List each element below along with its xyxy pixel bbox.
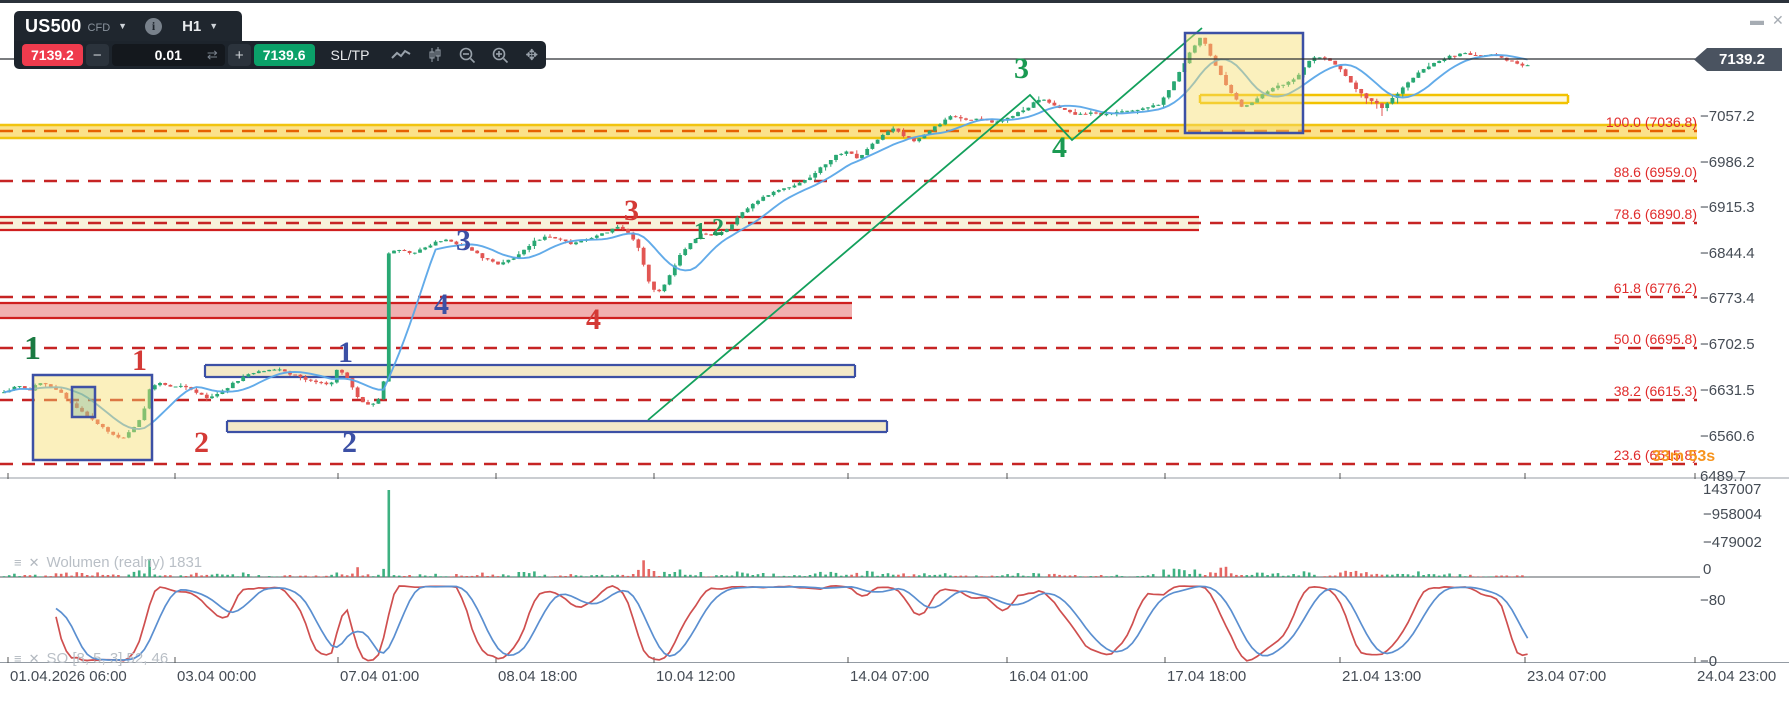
- fib-level-label: 23.6 (6515.8): [1613, 447, 1697, 463]
- fib-level-label: 88.6 (6959.0): [1613, 164, 1697, 180]
- wave-count-label: 4: [586, 303, 601, 336]
- time-axis-tick: 10.04 12:00: [656, 668, 736, 685]
- quantity-value: 0.01: [154, 47, 182, 63]
- line-chart-icon[interactable]: [391, 48, 411, 62]
- buy-price-button[interactable]: 7139.6: [253, 44, 315, 66]
- wave-count-label: 1: [24, 330, 41, 367]
- wave-count-label: 3: [1014, 52, 1029, 85]
- price-axis-tick: −6631.5: [1700, 382, 1755, 399]
- info-icon[interactable]: i: [145, 17, 163, 35]
- quantity-input[interactable]: 0.01 ⇄: [111, 44, 225, 66]
- instrument-type-label: CFD: [87, 21, 111, 34]
- wave-count-label: 2: [712, 215, 724, 241]
- volume-axis-tick: 1437007: [1703, 481, 1762, 498]
- wave-count-label: 3: [624, 194, 639, 227]
- stoch-indicator-label: ≡ ✕ SO [8, 5, 3] 52, 46: [14, 650, 168, 667]
- wave-count-label: 3: [456, 224, 471, 257]
- quantity-decrease-button[interactable]: −: [85, 44, 109, 66]
- fib-level-label: 50.0 (6695.8): [1613, 331, 1697, 347]
- minimize-icon[interactable]: ▬: [1750, 12, 1764, 28]
- stoch-axis-tick: −0: [1700, 653, 1718, 670]
- zoom-out-icon[interactable]: [459, 47, 476, 64]
- time-axis-tick: 16.04 01:00: [1009, 668, 1089, 685]
- instrument-toolbar: US500 CFD ▼ i H1 ▼: [14, 11, 242, 41]
- price-axis-tick: −6986.2: [1700, 154, 1755, 171]
- candlestick-chart-icon[interactable]: [427, 47, 443, 63]
- time-axis-tick: 01.04.2026 06:00: [10, 668, 127, 685]
- symbol-name: US500: [25, 15, 82, 36]
- price-axis-tick: −6844.4: [1700, 245, 1755, 262]
- candle-countdown-timer: 33m 53s: [1652, 448, 1716, 465]
- refresh-icon[interactable]: ⇄: [206, 47, 218, 62]
- volume-indicator-title: Wolumen (realny) 1831: [46, 554, 203, 571]
- remove-indicator-icon[interactable]: ✕: [28, 554, 40, 570]
- wave-count-label: 4: [1052, 131, 1067, 164]
- current-price-badge: 7139.2: [1694, 48, 1782, 71]
- order-toolbar: 7139.2 − 0.01 ⇄ + 7139.6 SL/TP ✥: [14, 41, 546, 69]
- price-axis-tick: −6702.5: [1700, 336, 1755, 353]
- wave-count-label: 1: [132, 344, 147, 377]
- time-axis-tick: 24.04 23:00: [1697, 668, 1777, 685]
- fib-level-label: 100.0 (7036.8): [1605, 114, 1697, 130]
- time-axis-tick: 03.04 00:00: [177, 668, 257, 685]
- pan-icon[interactable]: ✥: [525, 47, 539, 64]
- stoch-axis-tick: −80: [1700, 592, 1726, 609]
- price-axis-tick: −6560.6: [1700, 428, 1755, 445]
- volume-indicator-label: ≡ ✕ Wolumen (realny) 1831: [14, 554, 202, 571]
- time-axis-tick: 21.04 13:00: [1342, 668, 1422, 685]
- wave-count-label: 1: [338, 336, 353, 369]
- price-axis-tick: −6915.3: [1700, 199, 1755, 216]
- time-axis-tick: 14.04 07:00: [850, 668, 930, 685]
- fib-level-label: 78.6 (6890.8): [1613, 206, 1697, 222]
- symbol-dropdown-caret-icon[interactable]: ▼: [118, 21, 128, 31]
- zoom-in-icon[interactable]: [492, 47, 509, 64]
- price-axis-tick: 6489.7: [1700, 468, 1746, 485]
- sl-tp-button[interactable]: SL/TP: [330, 47, 370, 63]
- price-axis-tick: −6773.4: [1700, 290, 1755, 307]
- timeframe-dropdown-caret-icon[interactable]: ▼: [209, 21, 219, 31]
- volume-axis-tick: −479002: [1703, 534, 1762, 551]
- fib-level-label: 61.8 (6776.2): [1613, 280, 1697, 296]
- time-axis-tick: 17.04 18:00: [1167, 668, 1247, 685]
- price-axis-tick: −7057.2: [1700, 108, 1755, 125]
- stoch-indicator-title: SO [8, 5, 3] 52, 46: [46, 650, 169, 667]
- window-top-border: [0, 0, 1789, 3]
- sell-price-button[interactable]: 7139.2: [22, 44, 83, 66]
- timeframe-selector[interactable]: H1: [182, 17, 202, 35]
- wave-count-label: 1: [694, 219, 706, 245]
- time-axis-tick: 07.04 01:00: [340, 668, 420, 685]
- wave-count-label: 4: [434, 288, 449, 321]
- remove-indicator-icon[interactable]: ✕: [28, 650, 40, 666]
- close-icon[interactable]: ✕: [1772, 12, 1784, 28]
- fib-level-label: 38.2 (6615.3): [1613, 383, 1697, 399]
- wave-count-label: 2: [194, 426, 209, 459]
- time-axis-tick: 23.04 07:00: [1527, 668, 1607, 685]
- menu-icon[interactable]: ≡: [14, 651, 22, 666]
- quantity-increase-button[interactable]: +: [227, 44, 251, 66]
- time-axis-tick: 08.04 18:00: [498, 668, 578, 685]
- volume-axis-tick: 0: [1703, 561, 1712, 578]
- menu-icon[interactable]: ≡: [14, 555, 22, 570]
- wave-count-label: 2: [342, 426, 357, 459]
- volume-axis-tick: −958004: [1703, 506, 1762, 523]
